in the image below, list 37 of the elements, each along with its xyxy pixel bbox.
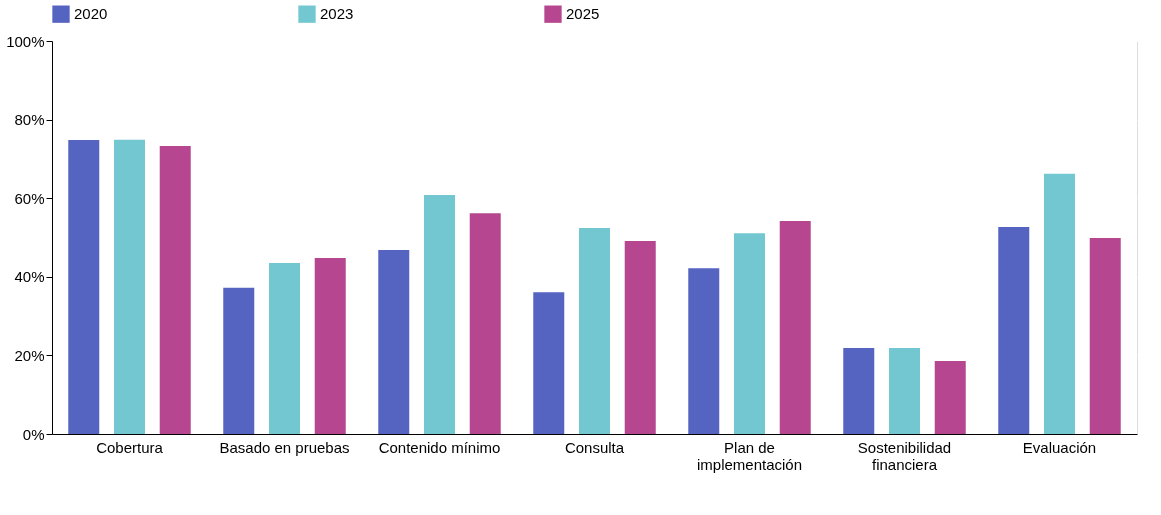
bar (779, 220, 811, 434)
bar (934, 360, 966, 434)
y-tick-label: 80% (14, 111, 45, 129)
x-tick-label: Sostenibilidad financiera (857, 438, 952, 473)
bar (998, 226, 1030, 434)
bar (624, 241, 656, 434)
bar (533, 292, 565, 434)
bar (889, 347, 920, 434)
bar (1089, 237, 1121, 434)
y-tick-label: 60% (14, 189, 45, 207)
bar (843, 347, 875, 434)
x-tick-label: Contenido mínimo (378, 438, 501, 456)
x-tick-label: Basado en pruebas (219, 438, 350, 456)
bar (734, 233, 765, 434)
y-tick-label: 100% (6, 32, 45, 50)
x-tick-label: Consulta (564, 438, 625, 456)
bar (159, 145, 191, 434)
legend-label: 2025 (566, 5, 600, 23)
bar (378, 250, 410, 434)
x-tick-label: Plan de implementación (696, 438, 803, 473)
bar (223, 287, 255, 434)
y-tick-label: 0% (22, 425, 45, 443)
bar (314, 257, 346, 434)
x-tick-label: Evaluación (1022, 438, 1097, 456)
bar (424, 195, 455, 434)
legend-label: 2023 (320, 5, 354, 23)
bar (114, 139, 145, 434)
y-tick-label: 20% (14, 346, 45, 364)
bar (1044, 173, 1075, 434)
x-tick-label: Cobertura (96, 438, 164, 456)
bar (469, 213, 501, 434)
bar (579, 228, 610, 434)
bar (688, 268, 720, 434)
bar (68, 140, 100, 434)
bar (269, 263, 300, 434)
y-tick-label: 40% (14, 268, 45, 286)
legend-label: 2020 (74, 5, 108, 23)
